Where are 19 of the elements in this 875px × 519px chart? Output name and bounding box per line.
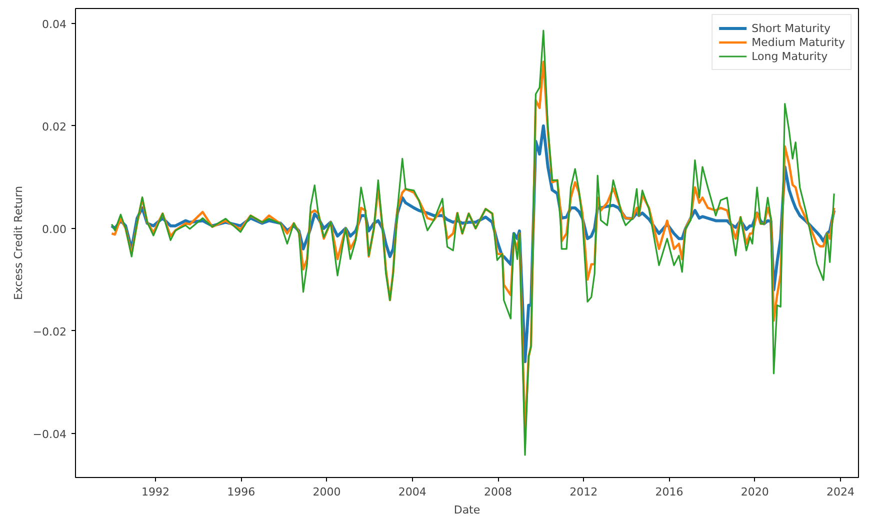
x-tick-label: 2016 [655, 486, 684, 498]
y-tick-label: 0.02 [42, 120, 67, 134]
legend-label: Short Maturity [752, 21, 831, 35]
y-tick-label: 0.04 [42, 18, 67, 31]
y-tick-label: −0.04 [32, 428, 67, 441]
legend-label: Medium Maturity [752, 35, 845, 49]
y-axis-title: Excess Credit Return [12, 186, 25, 300]
x-tick-label: 2020 [740, 486, 769, 498]
x-tick-label: 2008 [484, 486, 512, 498]
x-tick-label: 2012 [570, 486, 598, 498]
x-tick-label: 2000 [312, 486, 341, 498]
x-tick-label: 1992 [142, 486, 170, 498]
x-tick-label: 1996 [227, 486, 256, 498]
y-tick-label: 0.00 [42, 222, 67, 236]
y-tick-label: −0.02 [32, 325, 67, 338]
legend-label: Long Maturity [752, 49, 828, 63]
x-tick-label: 2004 [398, 486, 426, 498]
x-axis-title: Date [454, 504, 480, 516]
x-tick-label: 2024 [826, 486, 855, 498]
